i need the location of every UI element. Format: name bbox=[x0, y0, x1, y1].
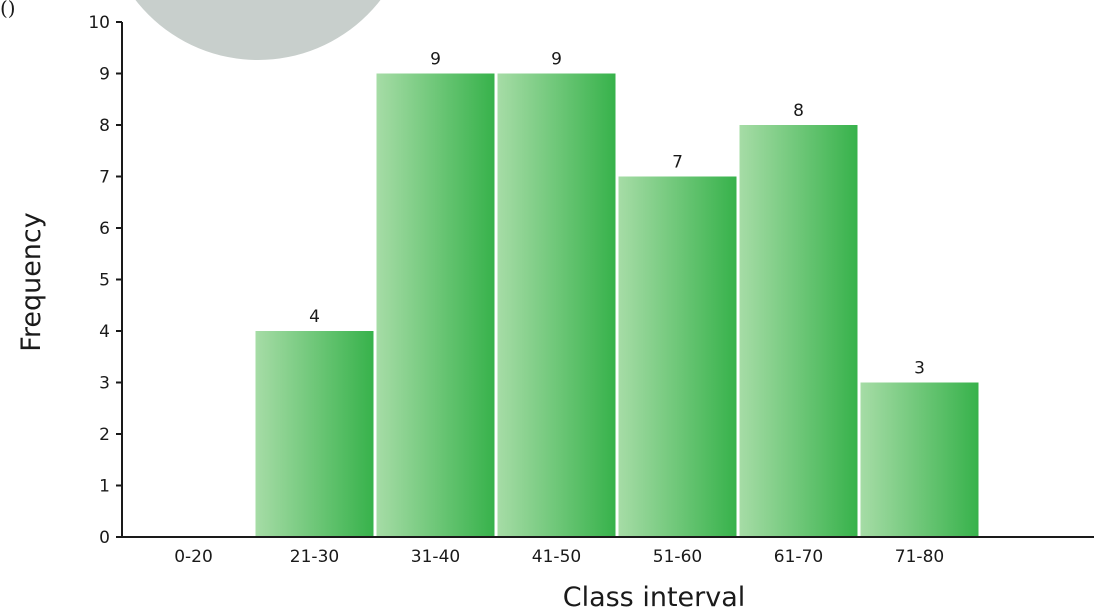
y-tick-label-0: 0 bbox=[99, 528, 110, 548]
y-tick-label-3: 3 bbox=[99, 374, 110, 394]
data-label-51-60: 7 bbox=[672, 153, 683, 173]
bar-41-50 bbox=[497, 73, 616, 537]
x-axis-title: Class interval bbox=[563, 582, 746, 613]
bar-71-80 bbox=[860, 382, 979, 537]
y-tick-label-4: 4 bbox=[99, 322, 110, 342]
data-label-61-70: 8 bbox=[793, 101, 804, 121]
bar-31-40 bbox=[376, 73, 495, 537]
y-tick-label-1: 1 bbox=[99, 477, 110, 497]
x-ticks-group: 0-20 21-30 31-40 41-50 51-60 61-70 71-80 bbox=[174, 547, 944, 567]
y-tick-label-10: 10 bbox=[88, 13, 110, 33]
data-label-71-80: 3 bbox=[914, 359, 925, 379]
data-label-41-50: 9 bbox=[551, 50, 562, 70]
y-tick-label-8: 8 bbox=[99, 116, 110, 136]
decorative-circle bbox=[135, 0, 381, 60]
data-label-21-30: 4 bbox=[309, 307, 320, 327]
y-tick-label-2: 2 bbox=[99, 425, 110, 445]
x-tick-label-61-70: 61-70 bbox=[774, 547, 823, 567]
x-tick-label-0-20: 0-20 bbox=[174, 547, 213, 567]
y-tick-label-6: 6 bbox=[99, 219, 110, 239]
x-tick-label-71-80: 71-80 bbox=[895, 547, 944, 567]
bar-51-60 bbox=[618, 176, 737, 537]
bar-21-30 bbox=[255, 331, 374, 537]
x-tick-label-51-60: 51-60 bbox=[653, 547, 702, 567]
bar-61-70 bbox=[739, 125, 858, 537]
y-tick-label-7: 7 bbox=[99, 168, 110, 188]
y-tick-label-9: 9 bbox=[99, 65, 110, 85]
x-tick-label-31-40: 31-40 bbox=[411, 547, 460, 567]
x-tick-label-21-30: 21-30 bbox=[290, 547, 339, 567]
x-tick-label-41-50: 41-50 bbox=[532, 547, 581, 567]
y-ticks-group: 0 1 2 3 4 5 6 7 8 9 10 bbox=[88, 13, 122, 548]
corner-mark: () bbox=[0, 0, 16, 20]
data-label-31-40: 9 bbox=[430, 50, 441, 70]
y-tick-label-5: 5 bbox=[99, 271, 110, 291]
y-axis-title: Frequency bbox=[16, 212, 47, 352]
data-labels-group: 4 9 9 7 8 3 bbox=[309, 50, 925, 379]
bars-group bbox=[255, 73, 979, 537]
